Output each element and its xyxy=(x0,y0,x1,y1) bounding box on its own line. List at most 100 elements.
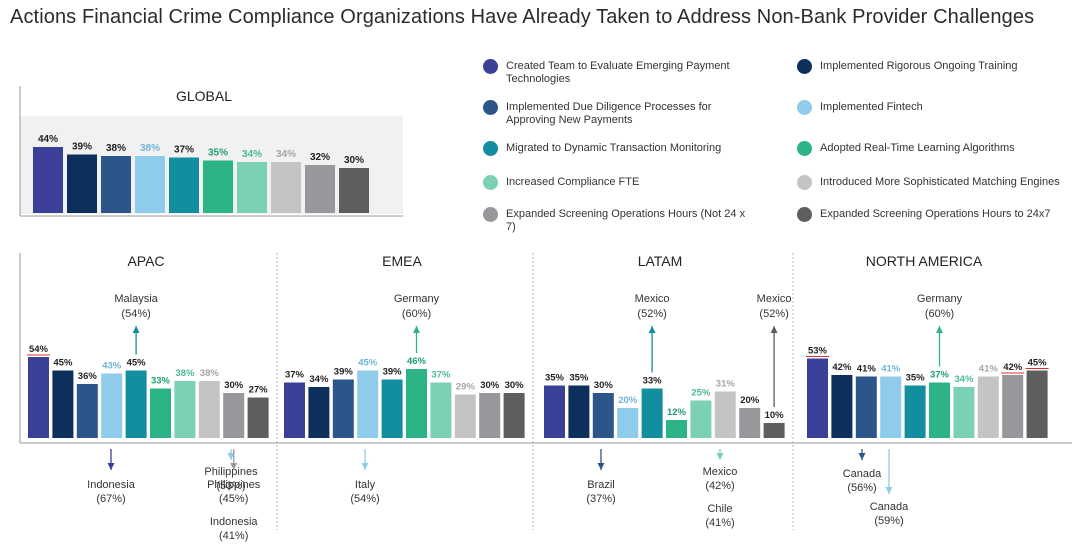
annotation-value: (60%) xyxy=(925,308,954,320)
annotation-label: (67%) xyxy=(96,493,125,505)
legend-swatch xyxy=(483,141,498,156)
bar xyxy=(739,408,761,438)
annotation-label: (41%) xyxy=(219,530,248,542)
bar xyxy=(150,388,171,438)
bar xyxy=(880,376,902,438)
annotation-label: (53%) xyxy=(216,480,245,492)
bar xyxy=(454,394,476,438)
data-label: 35% xyxy=(545,373,565,384)
legend-item: Increased Compliance FTE xyxy=(483,175,753,190)
legend-item: Implemented Rigorous Ongoing Training xyxy=(797,59,1077,74)
legend-label: Implemented Rigorous Ongoing Training xyxy=(820,60,1018,72)
data-label: 54% xyxy=(29,344,49,355)
bar xyxy=(406,369,427,438)
legend-swatch xyxy=(797,175,812,190)
annotation-label: (45%) xyxy=(219,493,248,505)
bar xyxy=(831,375,853,438)
legend-swatch xyxy=(483,100,498,115)
annotation-label: Malaysia xyxy=(114,293,158,305)
legend-label: Created Team to Evaluate Emerging Paymen… xyxy=(506,60,730,85)
bar xyxy=(247,397,269,438)
annotation-label: Indonesia xyxy=(210,516,259,528)
chart-title: EMEA xyxy=(382,253,422,269)
bar xyxy=(203,160,233,213)
bar xyxy=(357,370,379,438)
bar xyxy=(308,387,330,438)
data-label: 53% xyxy=(808,346,828,357)
annotation-label: Canada xyxy=(843,468,882,480)
legend-swatch xyxy=(483,207,498,222)
annotation-arrow-up-head xyxy=(936,326,943,333)
legend-swatch xyxy=(797,207,812,222)
legend-item: Migrated to Dynamic Transaction Monitori… xyxy=(483,141,753,156)
annotation-value: (60%) xyxy=(402,308,431,320)
legend-label: Implemented Due Diligence Processes for … xyxy=(506,101,712,126)
annotation-arrow-down-head xyxy=(107,463,115,470)
data-label: 45% xyxy=(358,358,378,369)
data-label: 35% xyxy=(569,373,589,384)
data-label: 30% xyxy=(505,380,525,391)
data-label: 35% xyxy=(906,373,926,384)
annotation-arrow-down-head xyxy=(227,453,235,460)
legend-label: Expanded Screening Operations Hours to 2… xyxy=(820,208,1051,220)
data-label: 30% xyxy=(480,380,500,391)
bar xyxy=(125,370,147,438)
annotation-label: Chile xyxy=(707,503,732,515)
data-label: 45% xyxy=(53,358,73,369)
data-label: 30% xyxy=(344,155,364,166)
legend-item: Adopted Real-Time Learning Algorithms xyxy=(797,141,1077,156)
annotation-arrow-up-head xyxy=(132,326,140,333)
bar xyxy=(28,357,49,438)
data-label: 41% xyxy=(857,364,877,375)
data-label: 34% xyxy=(242,149,262,160)
annotation-label: Germany xyxy=(394,293,440,305)
annotation-arrow-down-head xyxy=(597,463,605,470)
legend-swatch xyxy=(483,175,498,190)
bar xyxy=(339,168,369,213)
bar xyxy=(592,393,614,438)
data-label: 34% xyxy=(276,149,296,160)
annotation-arrow-down-head xyxy=(716,453,724,460)
bar xyxy=(305,165,335,213)
bar xyxy=(1026,370,1048,438)
bar xyxy=(617,408,639,438)
annotation-arrow-up-head xyxy=(770,326,778,333)
bar xyxy=(666,420,687,438)
annotation-value: (54%) xyxy=(121,308,150,320)
annotation-label: (42%) xyxy=(705,480,734,492)
annotation-label: Mexico xyxy=(635,293,670,305)
annotation-label: (56%) xyxy=(847,482,876,494)
legend-swatch xyxy=(797,59,812,74)
annotation-label: Canada xyxy=(870,501,909,513)
data-label: 27% xyxy=(249,385,269,396)
annotation-label: (41%) xyxy=(705,517,734,529)
legend-item: Expanded Screening Operations Hours (Not… xyxy=(483,207,753,234)
data-label: 10% xyxy=(765,410,785,421)
data-label: 29% xyxy=(456,382,476,393)
legend-label: Migrated to Dynamic Transaction Monitori… xyxy=(506,142,722,154)
data-label: 43% xyxy=(102,361,122,372)
annotation-label: Germany xyxy=(917,293,963,305)
data-label: 39% xyxy=(383,367,403,378)
bar xyxy=(568,385,590,438)
bar xyxy=(135,156,165,213)
annotation-value: (52%) xyxy=(637,308,666,320)
bar xyxy=(33,147,63,213)
bar xyxy=(544,385,565,438)
data-label: 45% xyxy=(1028,358,1048,369)
bar xyxy=(237,162,267,213)
bar xyxy=(430,382,452,438)
bar xyxy=(977,376,999,438)
annotation-arrow-up-head xyxy=(648,326,656,333)
data-label: 39% xyxy=(72,142,92,153)
annotation-label: (54%) xyxy=(350,493,379,505)
bar xyxy=(169,157,199,213)
annotation-label: Mexico xyxy=(703,466,738,478)
data-label: 41% xyxy=(979,364,999,375)
bar xyxy=(284,382,305,438)
legend-item: Created Team to Evaluate Emerging Paymen… xyxy=(483,59,753,86)
chart-title: GLOBAL xyxy=(176,88,232,104)
annotation-label: Philippines xyxy=(204,466,258,478)
annotation-label: (37%) xyxy=(586,493,615,505)
annotation-label: Brazil xyxy=(587,479,615,491)
